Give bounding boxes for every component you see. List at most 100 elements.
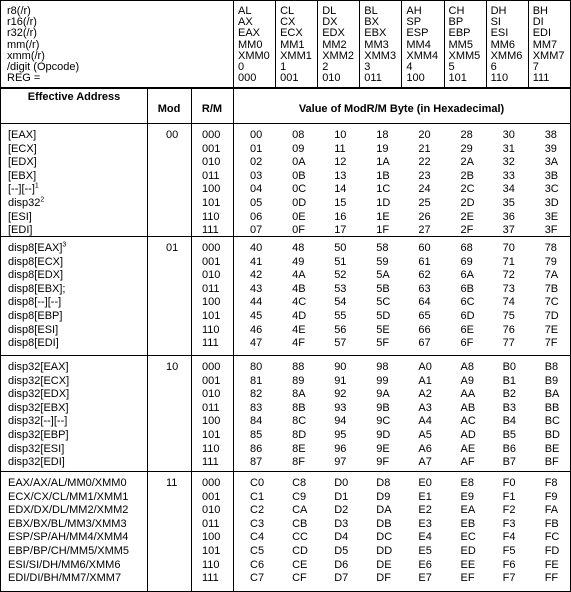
hex-value: A4 — [418, 415, 432, 428]
hex-value: 04 — [250, 183, 263, 196]
hex-value: 09 — [292, 142, 305, 155]
rm-value: 010 — [202, 269, 221, 282]
hex-value: D6 — [334, 558, 349, 571]
column-label: MM3 — [364, 38, 389, 51]
hex-value: 6A — [460, 269, 474, 282]
column-label: 001 — [280, 72, 299, 85]
hex-value: 30 — [502, 129, 515, 141]
hex-value: D4 — [334, 531, 349, 544]
hex-value: AB — [460, 401, 476, 414]
hex-value: 3D — [544, 197, 559, 209]
hex-value: FA — [544, 504, 559, 517]
column-label: 111 — [532, 72, 550, 85]
column-label: XMM7 — [532, 49, 565, 62]
hex-value: A7 — [418, 456, 432, 469]
column-label: 7 — [532, 61, 539, 73]
hex-value: 44 — [250, 296, 263, 309]
rm-value: 101 — [202, 429, 221, 441]
hex-value: B8 — [544, 361, 559, 373]
rm-value: 101 — [202, 310, 221, 322]
hex-value: CB — [292, 517, 308, 530]
effective-address: [EAX] — [8, 129, 37, 141]
hex-value: E2 — [418, 504, 432, 517]
hex-value: 45 — [250, 310, 263, 322]
hex-value: 9A — [376, 388, 390, 401]
rm-value: 111 — [202, 456, 219, 469]
mod-value: 10 — [166, 361, 179, 373]
hex-value: 4F — [292, 337, 305, 350]
hex-value: 49 — [292, 255, 305, 268]
rule — [1, 123, 570, 124]
effective-address: disp32[ECX] — [8, 374, 70, 387]
hex-value: EB — [460, 517, 476, 530]
rm-value: 110 — [202, 323, 220, 336]
rm-value: 100 — [202, 415, 221, 428]
hex-value: 1C — [376, 183, 391, 196]
mod-value: 11 — [166, 477, 178, 489]
hex-value: 03 — [250, 169, 263, 182]
rule — [1, 471, 570, 472]
hex-value: C0 — [250, 477, 265, 489]
effective-address: ESI/SI/DH/MM6/XMM6 — [8, 558, 121, 571]
column-label: MM7 — [532, 38, 558, 51]
rm-value: 000 — [202, 477, 221, 489]
hex-value: 9F — [376, 456, 390, 469]
hex-value: 08 — [292, 129, 305, 141]
hex-value: 32 — [502, 156, 515, 169]
hex-value: D9 — [376, 490, 391, 503]
hex-value: C2 — [250, 504, 265, 517]
rm-value: 101 — [202, 197, 221, 209]
hex-value: 4D — [292, 310, 307, 322]
hex-value: BB — [544, 401, 560, 414]
column-label: 1 — [280, 61, 287, 73]
hex-value: E1 — [418, 490, 432, 503]
hex-value: 25 — [418, 197, 431, 209]
hex-value: 93 — [334, 401, 347, 414]
hex-value: 06 — [250, 210, 263, 223]
rm-value: 010 — [202, 156, 221, 169]
rule — [1, 87, 570, 89]
hex-value: C8 — [292, 477, 307, 489]
hex-value: 62 — [418, 269, 431, 282]
column-label: 110 — [490, 72, 509, 85]
hex-value: 35 — [502, 197, 515, 209]
effective-address: disp8[ESI] — [8, 323, 59, 336]
hex-value: 18 — [376, 129, 389, 141]
hex-value: 1B — [376, 169, 390, 182]
hex-value: 4E — [292, 323, 306, 336]
hex-value: 13 — [334, 169, 347, 182]
rm-value: 011 — [202, 282, 220, 295]
rm-value: 001 — [202, 490, 221, 503]
hex-value: 3C — [544, 183, 559, 196]
hex-value: 1E — [376, 210, 390, 223]
reg-label: xmm(/r) — [7, 49, 45, 62]
hex-value: CC — [292, 531, 308, 544]
hex-value: 82 — [250, 388, 263, 401]
effective-address: disp8[EAX]3 — [8, 241, 67, 254]
hex-value: A8 — [460, 361, 474, 373]
hex-value: 76 — [502, 323, 515, 336]
hex-value: F4 — [502, 531, 516, 544]
hex-value: 21 — [418, 142, 431, 155]
hex-value: D0 — [334, 477, 349, 489]
hex-value: D5 — [334, 545, 349, 557]
effective-address: [EDI] — [8, 224, 33, 237]
hex-value: C6 — [250, 558, 265, 571]
hex-value: F9 — [544, 490, 558, 503]
hex-value: 00 — [250, 129, 263, 141]
effective-address: disp8[ECX] — [8, 255, 64, 268]
hex-value: 96 — [334, 442, 347, 455]
hex-value: F5 — [502, 545, 516, 557]
hex-value: D8 — [376, 477, 391, 489]
hex-value: A0 — [418, 361, 432, 373]
hex-value: 9E — [376, 442, 390, 455]
hex-value: 37 — [502, 224, 515, 237]
column-label: CH — [448, 5, 465, 17]
column-label: XMM2 — [322, 49, 354, 62]
hex-value: 0F — [292, 224, 305, 237]
hex-value: 71 — [502, 255, 515, 268]
hex-value: 14 — [334, 183, 347, 196]
effective-address: [ESI] — [8, 210, 32, 223]
hex-value: A6 — [418, 442, 432, 455]
hex-value: E4 — [418, 531, 432, 544]
